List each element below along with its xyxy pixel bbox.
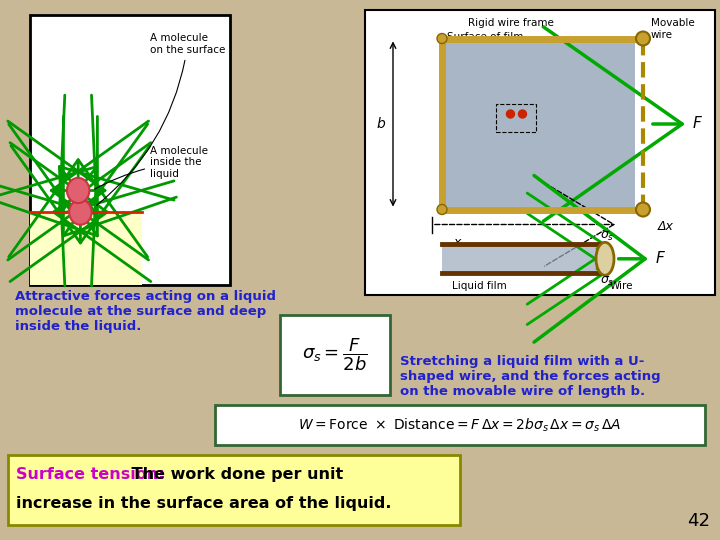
Text: x: x [454, 237, 461, 249]
Text: Surface of film: Surface of film [447, 32, 523, 42]
Circle shape [518, 110, 526, 118]
Text: F: F [693, 117, 702, 132]
Bar [365, 10, 715, 295]
Text: A molecule
on the surface: A molecule on the surface [96, 33, 225, 205]
Text: Attractive forces acting on a liquid
molecule at the surface and deep
inside the: Attractive forces acting on a liquid mol… [15, 290, 276, 333]
Text: 42: 42 [687, 512, 710, 530]
Ellipse shape [636, 31, 650, 45]
Circle shape [506, 110, 515, 118]
Text: $\sigma_s$: $\sigma_s$ [600, 275, 614, 288]
Text: b: b [377, 117, 385, 131]
Bar [497, 104, 536, 132]
Bar [30, 212, 142, 285]
Text: $\sigma_s$: $\sigma_s$ [600, 230, 614, 243]
Ellipse shape [67, 178, 89, 203]
Text: $\sigma_s = \dfrac{F}{2b}$: $\sigma_s = \dfrac{F}{2b}$ [302, 336, 368, 373]
Text: increase in the surface area of the liquid.: increase in the surface area of the liqu… [16, 496, 392, 511]
Text: F: F [656, 251, 665, 266]
Text: Movable
wire: Movable wire [651, 18, 695, 39]
Text: Δx: Δx [658, 219, 674, 233]
Ellipse shape [437, 33, 447, 44]
Text: Surface tension:: Surface tension: [16, 467, 165, 482]
Text: Wire: Wire [610, 281, 634, 291]
Text: Liquid film: Liquid film [452, 281, 507, 291]
Bar [8, 455, 460, 525]
Ellipse shape [636, 202, 650, 217]
Ellipse shape [437, 205, 447, 214]
Bar [280, 315, 390, 395]
Bar [442, 244, 603, 273]
Ellipse shape [596, 242, 614, 275]
Ellipse shape [69, 199, 91, 225]
Text: Stretching a liquid film with a U-
shaped wire, and the forces acting
on the mov: Stretching a liquid film with a U- shape… [400, 355, 661, 398]
Text: The work done per unit: The work done per unit [126, 467, 343, 482]
Bar [445, 42, 635, 206]
Bar [215, 405, 705, 445]
Text: A molecule
inside the
liquid: A molecule inside the liquid [94, 146, 208, 189]
Bar [30, 15, 230, 285]
Text: $W = \mathrm{Force}\ \times\ \mathrm{Distance} = F\,\Delta x = 2b\sigma_s\,\Delt: $W = \mathrm{Force}\ \times\ \mathrm{Dis… [298, 416, 621, 434]
Text: Rigid wire frame: Rigid wire frame [468, 18, 554, 28]
